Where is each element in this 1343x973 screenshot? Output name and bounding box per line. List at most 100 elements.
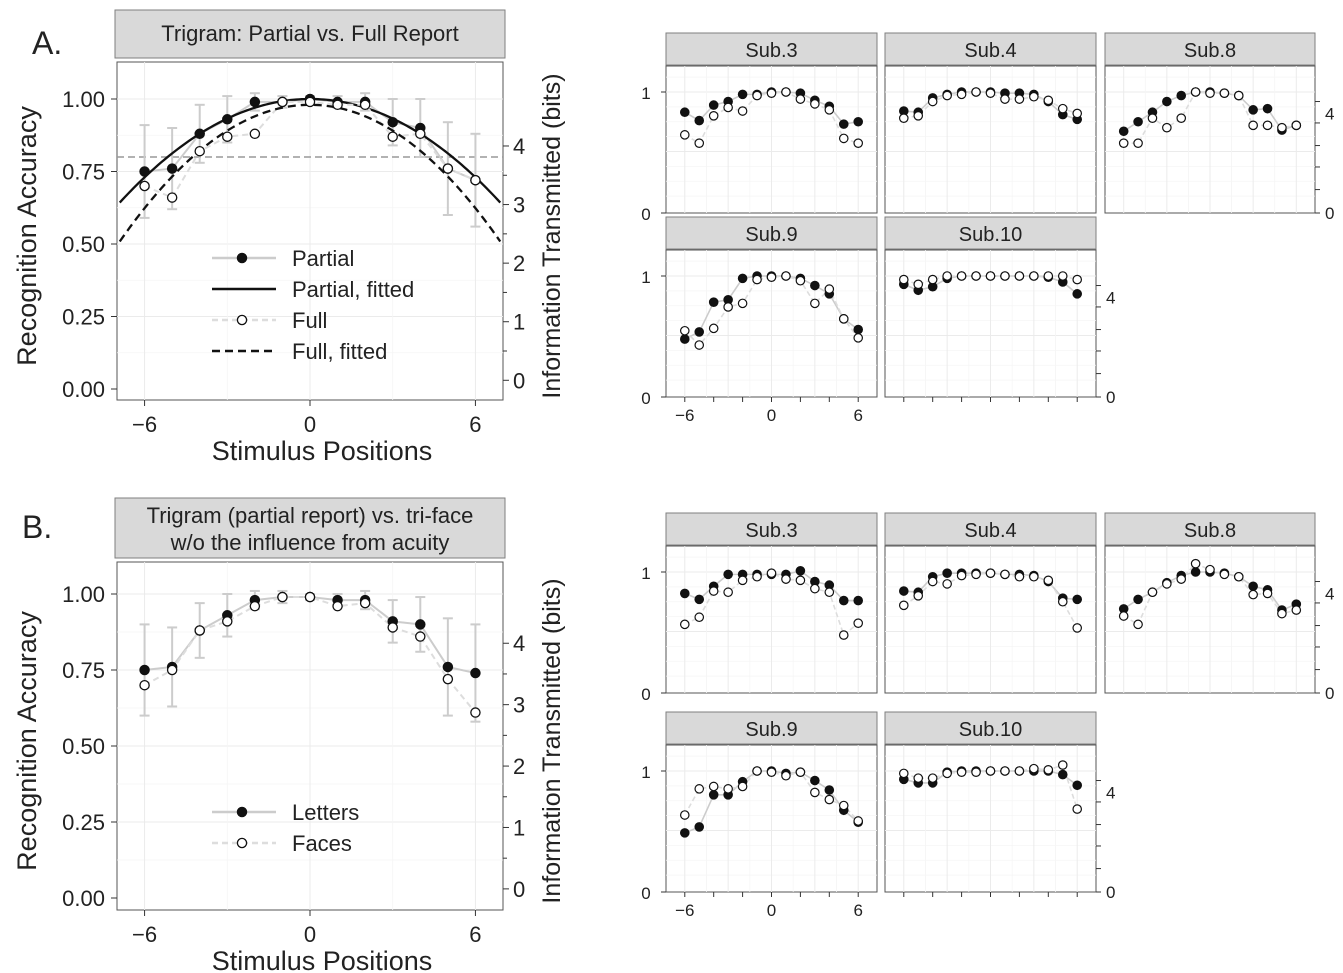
b-main-data-point [442,661,454,673]
a-sub9-data-point [853,333,864,343]
b-sub3-ytick-label: 1 [641,564,650,583]
a-sub4-data-point [1072,108,1083,119]
section-a-letter: A. [32,25,62,61]
b-sub8-y2tick-label: 0 [1325,684,1334,703]
a-main-data-point [304,96,316,108]
b-sub4-data-point [1057,596,1068,607]
a-main-data-point [332,99,343,111]
a-sub3-data-point [838,133,849,144]
a-sub4-title: Sub.4 [964,40,1016,62]
a-sub8-y2tick-label: 0 [1325,204,1334,223]
a-main-data-point [415,128,426,140]
b-sub3-ytick-label: 0 [641,685,650,704]
a-sub8-data-point [1133,138,1143,148]
b-main-data-point [415,619,426,630]
chart-a-sub4: Sub.4 [884,32,1097,214]
a-sub4-data-point [985,88,996,98]
b-main-ytick-label: 0.25 [62,810,105,835]
b-sub3-data-point [752,571,762,582]
a-sub8-data-point [1190,87,1201,97]
a-main-y2label: Information Transmitted (bits) [538,73,566,398]
a-sub4-data-point [927,96,938,107]
a-main-data-point [387,131,398,142]
a-sub10-data-point [898,274,909,285]
b-sub8-data-point [1190,567,1201,577]
a-main-legend-label-partial: Partial [292,246,354,271]
b-sub4-data-point [898,586,909,596]
a-main-data-point [277,96,288,108]
a-sub4-data-point [1043,95,1054,106]
b-sub4-data-point [1043,575,1054,586]
a-sub10-y2tick-label: 4 [1106,288,1115,307]
a-sub9-data-point [708,297,719,307]
a-sub9-data-point [708,323,719,334]
b-sub4-data-point [1014,571,1025,582]
a-main-legend-key-marker [236,314,248,326]
b-sub10-data-point [913,773,924,783]
a-sub4-data-point [1000,94,1010,104]
a-sub9-xtick-label: 6 [853,406,862,425]
b-main-ytick-label: 0.50 [62,734,105,759]
a-sub9-ytick-label: 0 [641,389,650,408]
b-sub4-data-point [942,568,952,578]
b-main-data-point [470,667,481,679]
a-main-y2tick-label: 1 [513,310,525,335]
b-sub10-data-point [898,768,909,779]
b-sub4-title-strip [884,512,1097,546]
a-sub8-data-point [1219,88,1230,98]
a-sub3-data-point [824,105,835,115]
b-main-xtick-label: 0 [304,922,316,947]
b-sub4-data-point [927,576,938,587]
a-sub9-data-point [737,273,748,284]
a-sub3-ytick-label: 1 [641,84,650,103]
b-main-y2label: Information Transmitted (bits) [538,578,566,903]
chart-b-main: Trigram (partial report) vs. tri-facew/o… [12,497,566,973]
a-sub8-data-point [1162,122,1172,133]
a-sub10-data-point [927,274,938,285]
b-main-title-strip [114,497,506,559]
b-main-ytick-label: 0.75 [62,658,105,683]
b-main-data-point [442,673,454,685]
a-sub9-data-point [694,327,705,337]
b-sub8-data-point [1176,574,1187,584]
b-sub8-data-point [1233,571,1244,582]
b-sub3-title: Sub.3 [745,520,797,542]
chart-a-sub8: Sub.8 0 4 [1104,32,1334,223]
a-sub9-ytick-label: 1 [641,268,650,287]
a-sub3-data-point [737,106,748,116]
b-sub4-data-point [956,570,967,581]
b-sub8-title: Sub.8 [1184,520,1236,542]
a-sub3-title-strip [665,32,878,66]
b-sub10-data-point [971,767,981,777]
b-sub10-title-strip [884,711,1097,745]
a-main-data-point [166,192,178,203]
b-main-xtick-label: 6 [469,922,481,947]
a-sub3-data-point [708,111,719,121]
a-sub3-data-point [737,89,748,100]
a-sub3-data-point [810,99,820,109]
a-main-ylabel: Recognition Accuracy [12,106,42,366]
b-sub3-data-point [708,586,719,596]
b-sub10-data-point [1057,769,1068,780]
b-main-data-point [470,707,481,718]
b-main-xlabel: Stimulus Positions [212,946,433,973]
b-sub9-data-point [694,822,705,832]
a-sub8-data-point [1176,90,1187,101]
a-main-ytick-label: 0.00 [62,377,105,402]
b-sub9-data-point [795,767,806,777]
b-sub4-data-point [898,600,909,611]
b-sub9-xtick-label: −6 [675,901,694,920]
a-main-data-point [222,114,233,125]
a-sub9-data-point [737,298,748,309]
a-sub8-data-point [1291,120,1302,131]
chart-a-sub9: Sub.9 0 1 −6 0 6 [641,216,878,425]
chart-b-sub4: Sub.4 [884,512,1097,694]
a-sub4-data-point [956,89,967,100]
b-main-ytick-label: 0.00 [62,886,105,911]
b-main-y2tick-label: 0 [513,877,525,902]
b-sub9-data-point [824,785,835,795]
b-sub9-data-point [824,794,835,805]
b-main-data-point [222,616,233,627]
a-sub8-data-point [1118,138,1129,148]
